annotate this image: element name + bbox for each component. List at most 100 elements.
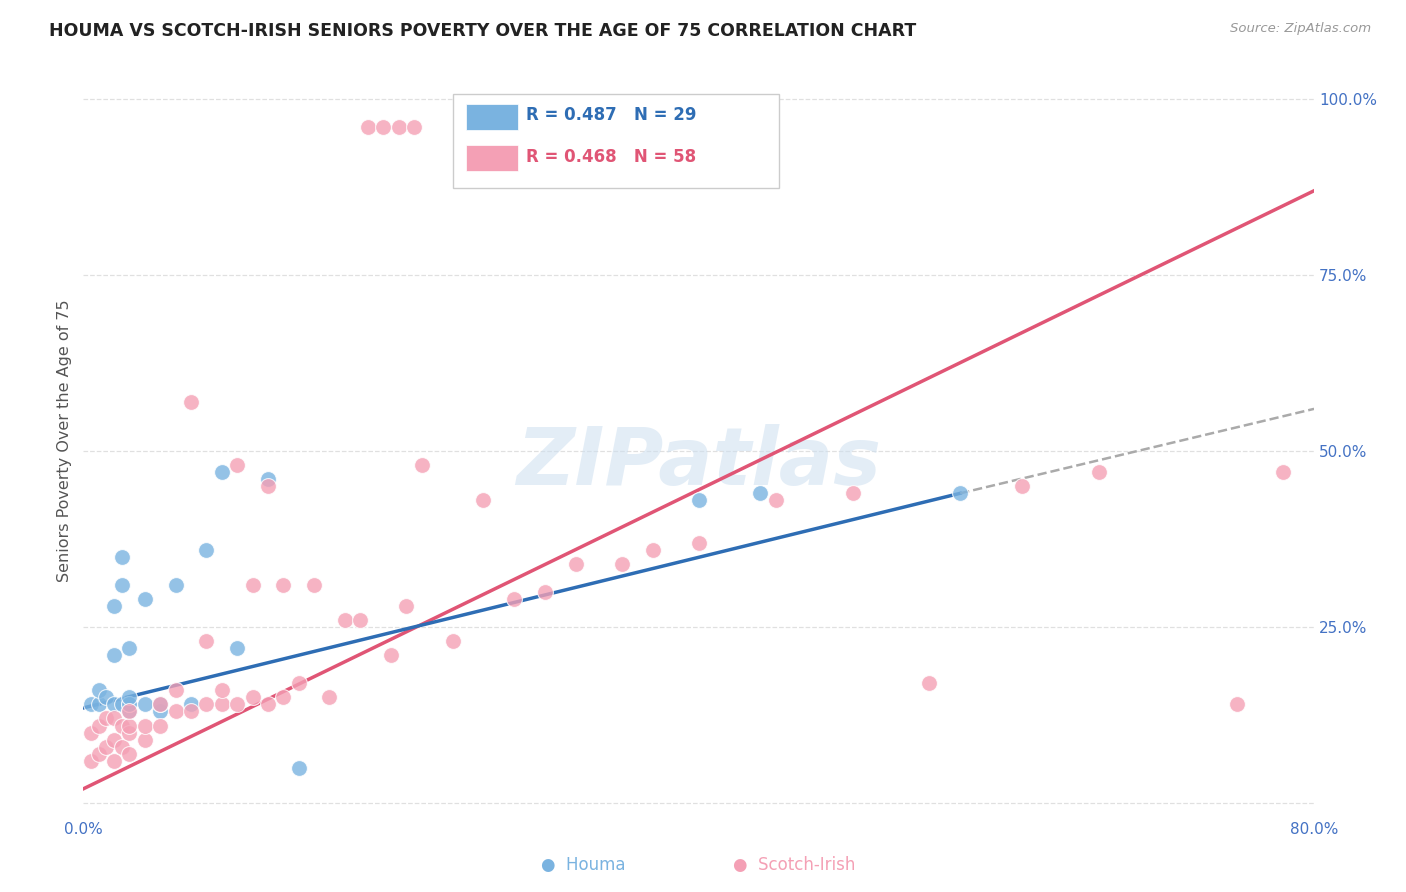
Point xyxy=(103,599,125,613)
Point xyxy=(411,458,433,472)
Point xyxy=(333,613,356,627)
Text: HOUMA VS SCOTCH-IRISH SENIORS POVERTY OVER THE AGE OF 75 CORRELATION CHART: HOUMA VS SCOTCH-IRISH SENIORS POVERTY OV… xyxy=(49,22,917,40)
Point xyxy=(87,698,110,712)
Point xyxy=(257,472,280,486)
Point xyxy=(1087,465,1109,479)
Point xyxy=(118,725,141,739)
Point xyxy=(949,486,972,500)
Point xyxy=(195,698,218,712)
FancyBboxPatch shape xyxy=(465,104,517,129)
Point xyxy=(87,683,110,698)
Point xyxy=(103,698,125,712)
Point xyxy=(841,486,863,500)
Point xyxy=(287,676,309,690)
Point xyxy=(134,698,156,712)
Point xyxy=(226,641,249,656)
Point xyxy=(402,120,425,135)
Point xyxy=(111,718,134,732)
Point xyxy=(226,458,249,472)
Point xyxy=(242,578,264,592)
Point xyxy=(103,732,125,747)
Point xyxy=(180,394,202,409)
Point xyxy=(302,578,325,592)
Point xyxy=(165,578,187,592)
Point xyxy=(87,747,110,761)
Point xyxy=(195,634,218,648)
Point xyxy=(134,732,156,747)
Point xyxy=(96,690,118,705)
Point xyxy=(118,705,141,719)
Point xyxy=(211,465,233,479)
Point xyxy=(318,690,340,705)
Point xyxy=(564,557,586,571)
Point xyxy=(211,683,233,698)
Point xyxy=(80,698,103,712)
Text: ●  Houma: ● Houma xyxy=(541,855,626,873)
Point xyxy=(103,754,125,768)
Point xyxy=(111,578,134,592)
Point xyxy=(118,698,141,712)
Point xyxy=(257,479,280,493)
Point xyxy=(395,599,418,613)
Point xyxy=(211,698,233,712)
Point xyxy=(765,493,787,508)
Y-axis label: Seniors Poverty Over the Age of 75: Seniors Poverty Over the Age of 75 xyxy=(58,299,72,582)
Point xyxy=(226,698,249,712)
Point xyxy=(1226,698,1249,712)
Point xyxy=(271,578,294,592)
Text: ZIPatlas: ZIPatlas xyxy=(516,424,882,502)
Point xyxy=(349,613,371,627)
Point xyxy=(165,683,187,698)
Point xyxy=(149,698,172,712)
Point xyxy=(472,493,495,508)
Text: R = 0.468   N = 58: R = 0.468 N = 58 xyxy=(526,148,696,166)
Point xyxy=(96,711,118,725)
Point xyxy=(503,591,526,606)
Point xyxy=(111,698,134,712)
Point xyxy=(96,739,118,754)
Point xyxy=(441,634,464,648)
Point xyxy=(1011,479,1033,493)
FancyBboxPatch shape xyxy=(453,95,779,188)
Point xyxy=(149,698,172,712)
Point xyxy=(180,698,202,712)
Point xyxy=(111,739,134,754)
Point xyxy=(534,584,557,599)
Point xyxy=(287,761,309,775)
Point xyxy=(118,690,141,705)
Point xyxy=(380,648,402,662)
Point xyxy=(195,542,218,557)
Point xyxy=(134,591,156,606)
Point xyxy=(271,690,294,705)
FancyBboxPatch shape xyxy=(465,145,517,171)
Point xyxy=(688,493,710,508)
Text: ●  Scotch-Irish: ● Scotch-Irish xyxy=(733,855,856,873)
Point xyxy=(118,705,141,719)
Point xyxy=(1272,465,1295,479)
Point xyxy=(641,542,664,557)
Point xyxy=(357,120,380,135)
Point xyxy=(257,698,280,712)
Point xyxy=(373,120,395,135)
Point xyxy=(118,718,141,732)
Point xyxy=(688,535,710,549)
Point xyxy=(118,641,141,656)
Point xyxy=(87,718,110,732)
Point xyxy=(242,690,264,705)
Point xyxy=(118,747,141,761)
Point xyxy=(103,711,125,725)
Point xyxy=(118,698,141,712)
Point xyxy=(111,549,134,564)
Point xyxy=(103,648,125,662)
Point xyxy=(749,486,772,500)
Text: R = 0.487   N = 29: R = 0.487 N = 29 xyxy=(526,106,697,124)
Text: Source: ZipAtlas.com: Source: ZipAtlas.com xyxy=(1230,22,1371,36)
Point xyxy=(610,557,633,571)
Point xyxy=(134,718,156,732)
Point xyxy=(149,718,172,732)
Point xyxy=(149,705,172,719)
Point xyxy=(80,754,103,768)
Point xyxy=(80,725,103,739)
Point xyxy=(388,120,411,135)
Point xyxy=(180,705,202,719)
